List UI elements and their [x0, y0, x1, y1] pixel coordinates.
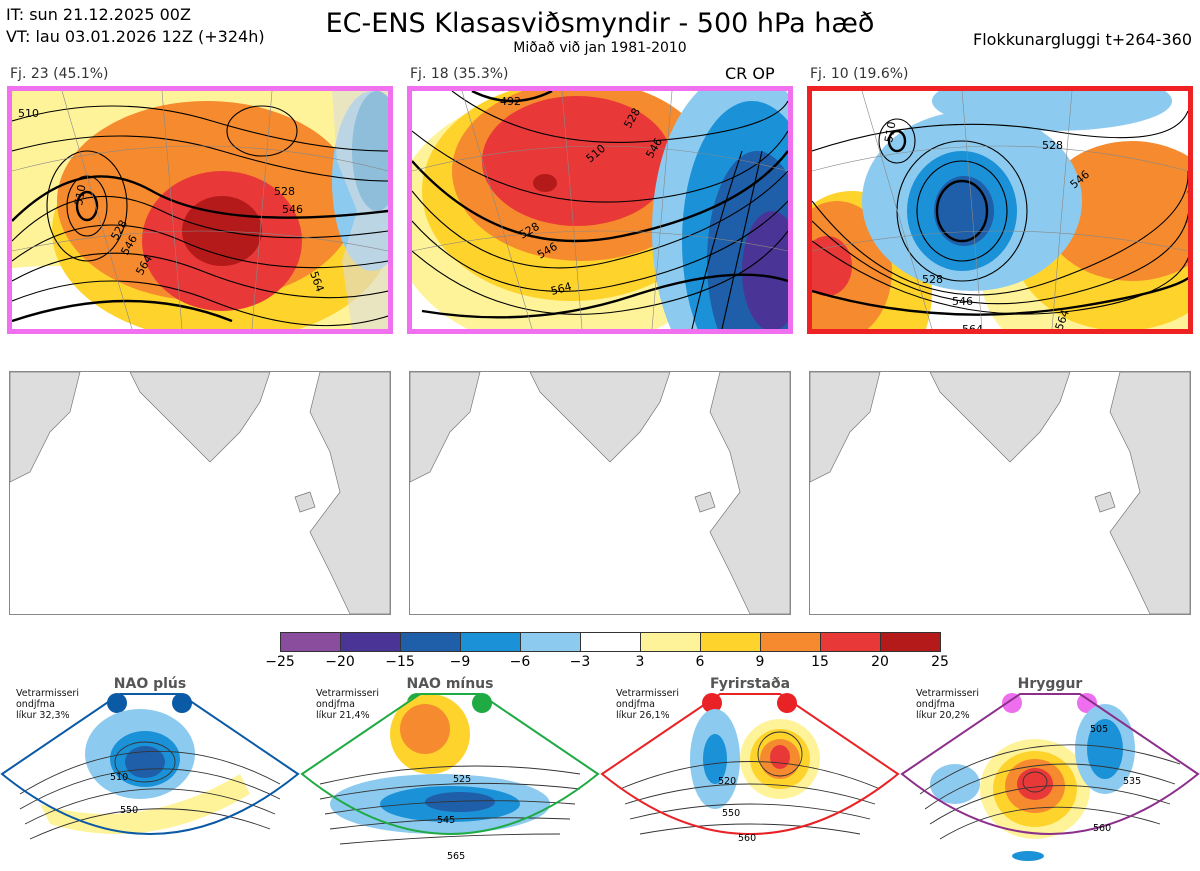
probability: líkur 21,4%: [316, 710, 370, 721]
colorbar-segment: [520, 632, 581, 652]
probability: líkur 32,3%: [16, 710, 70, 721]
blank-map-2: [409, 371, 791, 615]
colorbar-tick: −15: [385, 654, 415, 670]
contour-label: 564: [549, 280, 573, 298]
cluster-2-label: Fj. 18 (35.3%): [410, 66, 509, 82]
contour-label: 565: [447, 851, 465, 862]
regime-info: Vetrarmisseri ondjfma líkur 20,2%: [916, 688, 979, 721]
info-line: ondjfma: [616, 699, 655, 710]
probability: líkur 26,1%: [616, 710, 670, 721]
colorbar-tick: 20: [871, 654, 889, 670]
contour-label: 510: [18, 107, 39, 120]
colorbar-tick: −25: [265, 654, 295, 670]
colorbar-tick: −9: [449, 654, 471, 670]
contour-label: 545: [437, 815, 455, 826]
info-line: Vetrarmisseri: [616, 688, 679, 699]
cluster-3-label: Fj. 10 (19.6%): [810, 66, 909, 82]
colorbar-segment: [340, 632, 401, 652]
colorbar-segment: [760, 632, 821, 652]
classification-window: Flokkunargluggi t+264-360: [973, 30, 1192, 49]
initial-time: IT: sun 21.12.2025 00Z: [6, 5, 191, 24]
regime-title: Hryggur: [1017, 676, 1083, 692]
contour-label: 550: [120, 805, 138, 816]
colorbar-tick: 6: [695, 654, 705, 670]
colorbar-tick: 25: [931, 654, 949, 670]
contour-label: 550: [722, 808, 740, 819]
info-line: ondjfma: [916, 699, 955, 710]
colorbar-tick: −20: [325, 654, 355, 670]
contour-label: 546: [952, 295, 973, 308]
regime-dot: [107, 693, 127, 713]
colorbar-tick: 3: [635, 654, 645, 670]
info-line: ondjfma: [16, 699, 55, 710]
contour-label: 510: [882, 121, 898, 144]
regime-blocking: Fyrirstaða Vetrarmisseri ondjfma líkur 2…: [600, 674, 900, 871]
contour-label: 510: [72, 184, 88, 207]
colorbar-segment: [820, 632, 881, 652]
info-line: Vetrarmisseri: [316, 688, 379, 699]
regime-dot: [777, 693, 797, 713]
page-title: EC-ENS Klasasviðsmyndir - 500 hPa hæð: [325, 8, 875, 39]
colorbar-segment: [880, 632, 941, 652]
contour-label: 492: [500, 95, 521, 108]
cluster-1-map: 510 528 546 564 510 546 564 528: [7, 86, 393, 334]
regime-info: Vetrarmisseri ondjfma líkur 32,3%: [16, 688, 79, 721]
regime-dot: [1077, 693, 1097, 713]
contour-label: 525: [453, 774, 471, 785]
probability: líkur 20,2%: [916, 710, 970, 721]
cluster-1-label: Fj. 23 (45.1%): [10, 66, 109, 82]
regime-ridge: Hryggur Vetrarmisseri ondjfma líkur 20,2…: [900, 674, 1200, 871]
header-times: IT: sun 21.12.2025 00Z VT: lau 03.01.202…: [6, 4, 265, 48]
regime-info: Vetrarmisseri ondjfma líkur 26,1%: [616, 688, 679, 721]
contour-label: 520: [718, 776, 736, 787]
info-line: Vetrarmisseri: [916, 688, 979, 699]
contour-label: 546: [282, 203, 303, 216]
colorbar-tick: 15: [811, 654, 829, 670]
cluster-2-map: 492 510 528 546 564 528 546: [407, 86, 793, 334]
colorbar-segment: [460, 632, 521, 652]
control-op-marker: CR OP: [725, 64, 775, 83]
colorbar-segment: [700, 632, 761, 652]
regime-dot: [702, 693, 722, 713]
regime-dot: [1002, 693, 1022, 713]
info-line: Vetrarmisseri: [16, 688, 79, 699]
regime-title: NAO plús: [113, 676, 187, 692]
colorbar-tick: 9: [755, 654, 765, 670]
regime-info: Vetrarmisseri ondjfma líkur 21,4%: [316, 688, 379, 721]
regime-nao-minus: NAO mínus Vetrarmisseri ondjfma líkur 21…: [300, 674, 600, 871]
contour-label: 528: [922, 273, 943, 286]
colorbar-segment: [640, 632, 701, 652]
contour-label: 505: [1090, 724, 1108, 735]
valid-time: VT: lau 03.01.2026 12Z (+324h): [6, 27, 265, 46]
contour-label: 528: [1042, 139, 1063, 152]
colorbar-segment: [580, 632, 641, 652]
regime-title: NAO mínus: [406, 676, 494, 692]
contour-label: 560: [738, 833, 756, 844]
cluster-3-map: 510 528 546 564 528 546 564: [807, 86, 1193, 334]
colorbar-tick: −3: [569, 654, 591, 670]
colorbar-segment: [400, 632, 461, 652]
contour-label: 560: [1093, 823, 1111, 834]
blank-map-1: [9, 371, 391, 615]
contour-label: 528: [274, 185, 295, 198]
contour-label: 564: [962, 323, 983, 329]
page-subtitle: Miðað við jan 1981-2010: [513, 40, 687, 56]
contour-label: 510: [110, 772, 128, 783]
colorbar-tick: −6: [509, 654, 531, 670]
regime-nao-plus: NAO plús Vetrarmisseri ondjfma líkur 32,…: [0, 674, 300, 871]
contour-label: 564: [1053, 308, 1072, 329]
blank-map-3: [809, 371, 1191, 615]
info-line: ondjfma: [316, 699, 355, 710]
colorbar-segment: [280, 632, 341, 652]
contour-label: 535: [1123, 776, 1141, 787]
regime-title: Fyrirstaða: [709, 676, 791, 692]
